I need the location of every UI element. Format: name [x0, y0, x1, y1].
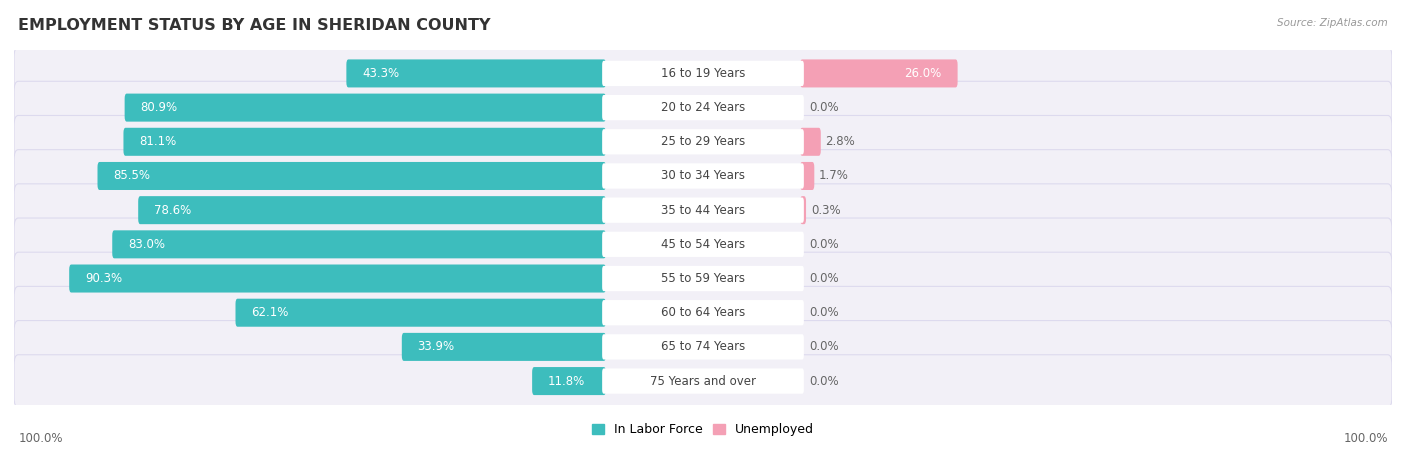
FancyBboxPatch shape — [138, 196, 606, 224]
FancyBboxPatch shape — [602, 61, 804, 86]
FancyBboxPatch shape — [602, 266, 804, 291]
FancyBboxPatch shape — [602, 334, 804, 360]
Text: 0.0%: 0.0% — [808, 306, 839, 319]
Text: 83.0%: 83.0% — [128, 238, 165, 251]
FancyBboxPatch shape — [346, 59, 606, 87]
Text: 0.0%: 0.0% — [808, 340, 839, 353]
Text: 11.8%: 11.8% — [548, 374, 585, 387]
FancyBboxPatch shape — [112, 230, 606, 258]
FancyBboxPatch shape — [602, 198, 804, 223]
FancyBboxPatch shape — [800, 59, 957, 87]
FancyBboxPatch shape — [125, 94, 606, 122]
FancyBboxPatch shape — [14, 355, 1392, 407]
Text: 16 to 19 Years: 16 to 19 Years — [661, 67, 745, 80]
FancyBboxPatch shape — [14, 252, 1392, 305]
Text: 45 to 54 Years: 45 to 54 Years — [661, 238, 745, 251]
FancyBboxPatch shape — [602, 232, 804, 257]
FancyBboxPatch shape — [602, 95, 804, 120]
FancyBboxPatch shape — [602, 369, 804, 394]
Text: 30 to 34 Years: 30 to 34 Years — [661, 170, 745, 183]
FancyBboxPatch shape — [97, 162, 606, 190]
FancyBboxPatch shape — [402, 333, 606, 361]
FancyBboxPatch shape — [800, 162, 814, 190]
Text: 100.0%: 100.0% — [1343, 432, 1388, 446]
FancyBboxPatch shape — [602, 129, 804, 154]
FancyBboxPatch shape — [14, 47, 1392, 100]
FancyBboxPatch shape — [14, 81, 1392, 134]
Text: 2.8%: 2.8% — [825, 135, 855, 148]
Text: 75 Years and over: 75 Years and over — [650, 374, 756, 387]
Text: 90.3%: 90.3% — [84, 272, 122, 285]
Text: Source: ZipAtlas.com: Source: ZipAtlas.com — [1277, 18, 1388, 28]
Text: 78.6%: 78.6% — [155, 204, 191, 216]
Text: 85.5%: 85.5% — [114, 170, 150, 183]
Text: 0.3%: 0.3% — [811, 204, 841, 216]
Text: 55 to 59 Years: 55 to 59 Years — [661, 272, 745, 285]
FancyBboxPatch shape — [800, 196, 806, 224]
FancyBboxPatch shape — [124, 128, 606, 156]
FancyBboxPatch shape — [602, 300, 804, 325]
Text: 0.0%: 0.0% — [808, 272, 839, 285]
FancyBboxPatch shape — [531, 367, 606, 395]
FancyBboxPatch shape — [14, 150, 1392, 202]
Text: 26.0%: 26.0% — [904, 67, 942, 80]
Text: 62.1%: 62.1% — [252, 306, 288, 319]
Legend: In Labor Force, Unemployed: In Labor Force, Unemployed — [586, 418, 820, 441]
Text: 20 to 24 Years: 20 to 24 Years — [661, 101, 745, 114]
Text: 33.9%: 33.9% — [418, 340, 454, 353]
Text: 60 to 64 Years: 60 to 64 Years — [661, 306, 745, 319]
Text: 0.0%: 0.0% — [808, 374, 839, 387]
FancyBboxPatch shape — [14, 218, 1392, 270]
Text: 80.9%: 80.9% — [141, 101, 177, 114]
FancyBboxPatch shape — [14, 320, 1392, 373]
FancyBboxPatch shape — [14, 184, 1392, 237]
FancyBboxPatch shape — [235, 299, 606, 327]
Text: 1.7%: 1.7% — [820, 170, 849, 183]
Text: 100.0%: 100.0% — [18, 432, 63, 446]
Text: 81.1%: 81.1% — [139, 135, 177, 148]
FancyBboxPatch shape — [800, 128, 821, 156]
Text: 65 to 74 Years: 65 to 74 Years — [661, 340, 745, 353]
FancyBboxPatch shape — [602, 163, 804, 189]
FancyBboxPatch shape — [14, 116, 1392, 168]
Text: EMPLOYMENT STATUS BY AGE IN SHERIDAN COUNTY: EMPLOYMENT STATUS BY AGE IN SHERIDAN COU… — [18, 18, 491, 33]
FancyBboxPatch shape — [14, 286, 1392, 339]
Text: 43.3%: 43.3% — [363, 67, 399, 80]
Text: 0.0%: 0.0% — [808, 238, 839, 251]
Text: 0.0%: 0.0% — [808, 101, 839, 114]
Text: 25 to 29 Years: 25 to 29 Years — [661, 135, 745, 148]
FancyBboxPatch shape — [69, 265, 606, 292]
Text: 35 to 44 Years: 35 to 44 Years — [661, 204, 745, 216]
